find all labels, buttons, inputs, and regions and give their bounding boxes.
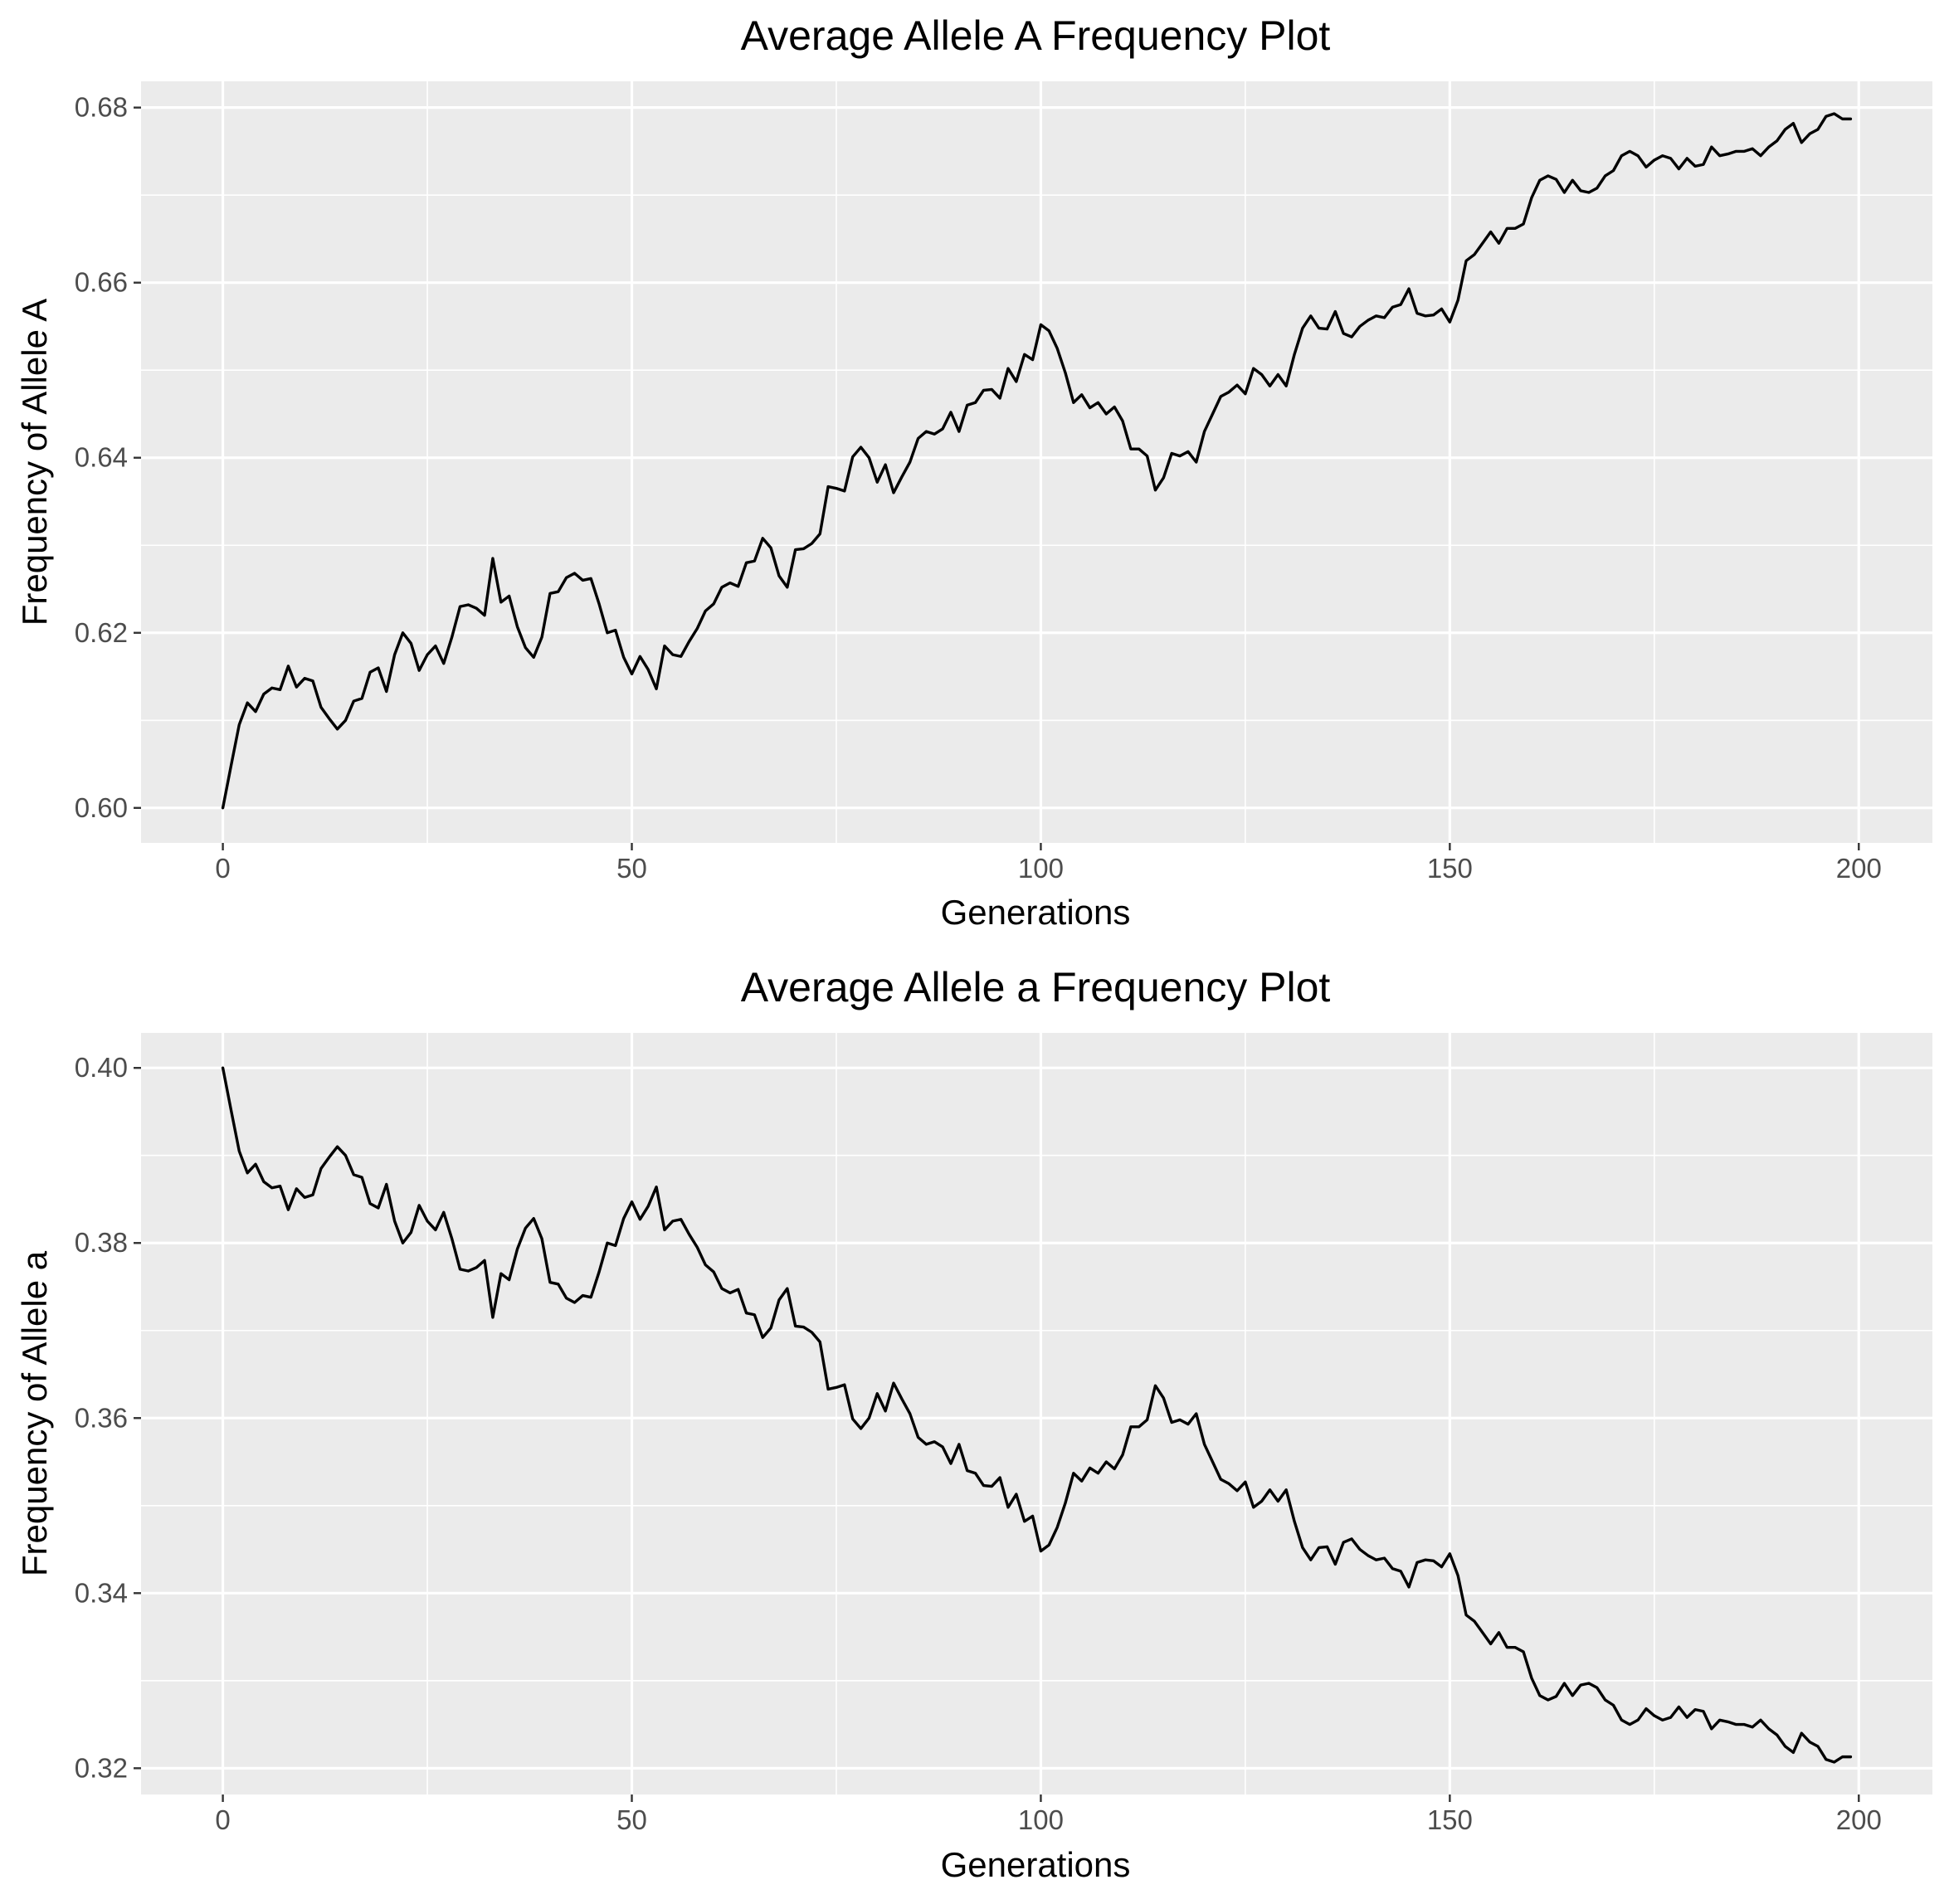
series-layer [221, 1066, 1853, 1764]
chart-allele-A: Average Allele A Frequency Plot 0.60 0.62… [15, 12, 1932, 932]
x-axis-title: Generations [941, 893, 1131, 932]
y-tick-label: 0.64 [75, 442, 128, 473]
y-axis-title: Frequency of Allele a [15, 1250, 54, 1576]
x-tick-label: 100 [1018, 853, 1064, 884]
series-line [221, 112, 1853, 810]
x-tick-label: 50 [616, 1804, 647, 1835]
chart-title: Average Allele a Frequency Plot [741, 964, 1331, 1010]
x-tick-label: 100 [1018, 1804, 1064, 1835]
y-tick-label: 0.36 [75, 1402, 128, 1433]
y-tick-label: 0.60 [75, 792, 128, 823]
x-tick-label: 150 [1427, 853, 1473, 884]
plot-panel [141, 1033, 1932, 1794]
series-line [221, 1066, 1853, 1764]
y-tick-label: 0.38 [75, 1227, 128, 1258]
x-axis: 0 50 100 150 200 [215, 1794, 1882, 1835]
chart-allele-a: Average Allele a Frequency Plot 0.32 0.34… [15, 964, 1932, 1884]
y-tick-label: 0.62 [75, 617, 128, 648]
x-tick-label: 0 [215, 1804, 230, 1835]
series-layer [221, 112, 1853, 810]
y-axis: 0.32 0.34 0.36 0.38 0.40 [75, 1052, 141, 1783]
y-tick-label: 0.68 [75, 92, 128, 123]
x-tick-label: 200 [1836, 853, 1882, 884]
x-axis: 0 50 100 150 200 [215, 843, 1882, 884]
x-tick-label: 150 [1427, 1804, 1473, 1835]
x-tick-label: 0 [215, 853, 230, 884]
y-tick-label: 0.66 [75, 267, 128, 298]
plot-panel [141, 81, 1932, 843]
x-tick-label: 50 [616, 853, 647, 884]
y-tick-label: 0.40 [75, 1052, 128, 1083]
y-tick-label: 0.32 [75, 1752, 128, 1783]
grid-lines [141, 81, 1932, 843]
x-axis-title: Generations [941, 1845, 1131, 1884]
x-tick-label: 200 [1836, 1804, 1882, 1835]
y-axis: 0.60 0.62 0.64 0.66 0.68 [75, 92, 141, 823]
chart-title: Average Allele A Frequency Plot [741, 12, 1331, 59]
y-axis-title: Frequency of Allele A [15, 299, 54, 626]
y-tick-label: 0.34 [75, 1577, 128, 1608]
grid-lines [141, 1033, 1932, 1794]
